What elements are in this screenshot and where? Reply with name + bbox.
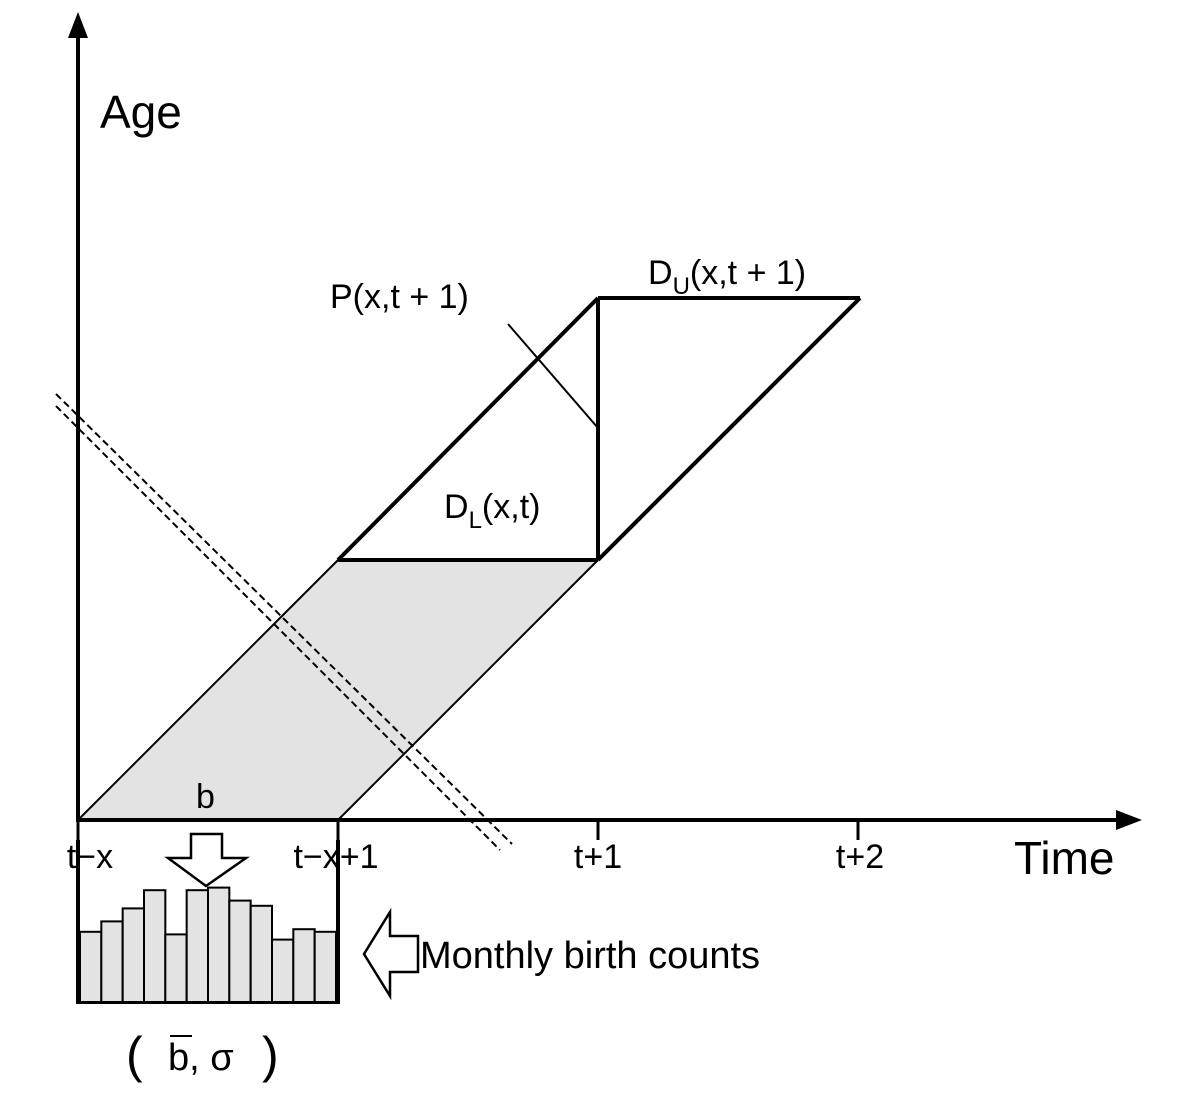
histogram-bar <box>100 920 124 1004</box>
dl-label-args: (x,t) <box>482 488 541 526</box>
time-axis-arrowhead <box>1116 810 1142 830</box>
histogram-bar <box>228 899 252 1003</box>
down-arrow-icon <box>164 832 250 888</box>
left-arrow-icon <box>362 907 420 1001</box>
bbar-b: b <box>168 1037 189 1079</box>
tick-label-t-1: t+1 <box>574 838 622 876</box>
dl-label-subscript: L <box>469 507 482 534</box>
p-leader-line <box>507 323 599 429</box>
age-axis-arrowhead <box>68 12 88 38</box>
monthly-birth-histogram <box>79 886 338 1004</box>
du-label-subscript: U <box>673 273 690 300</box>
du-label: DU(x,t + 1) <box>648 254 806 300</box>
dashed-break-line-lower <box>55 405 501 851</box>
lexis-left-diagonal <box>336 296 600 562</box>
tick-label-t-x: t−x <box>67 838 113 876</box>
histogram-bar <box>313 930 338 1003</box>
histogram-bar <box>143 889 167 1004</box>
shaded-cohort-region <box>78 560 598 820</box>
lexis-right-diagonal <box>596 296 862 562</box>
cohort-lifeline-left <box>77 559 339 821</box>
histogram-bar <box>249 904 273 1003</box>
histogram-bar <box>292 928 316 1004</box>
histogram-bar <box>164 933 188 1004</box>
dl-label-main: D <box>444 488 469 526</box>
cohort-lifeline-right <box>337 559 599 821</box>
bbar-close-paren: ) <box>262 1027 279 1083</box>
time-axis-label: Time <box>1014 832 1115 884</box>
histogram-bar <box>185 889 209 1004</box>
p-label: P(x,t + 1) <box>330 278 469 316</box>
histogram-bar <box>207 886 231 1003</box>
bbar-symbol: b, σ <box>168 1037 234 1079</box>
du-label-args: (x,t + 1) <box>690 254 806 292</box>
tick-label-t-2: t+2 <box>836 838 884 876</box>
birth-label-b: b <box>196 778 215 816</box>
bbar-sigma: , σ <box>189 1037 234 1079</box>
du-label-main: D <box>648 254 673 292</box>
dashed-break-line-upper <box>55 393 513 845</box>
monthly-birth-counts-label: Monthly birth counts <box>420 935 760 977</box>
bbar-open-paren: ( <box>126 1027 143 1083</box>
age-axis-label: Age <box>100 86 182 138</box>
dl-label: DL(x,t) <box>444 488 540 534</box>
histogram-bar <box>79 930 103 1003</box>
histogram-bar <box>271 938 295 1003</box>
histogram-bar <box>121 907 145 1004</box>
